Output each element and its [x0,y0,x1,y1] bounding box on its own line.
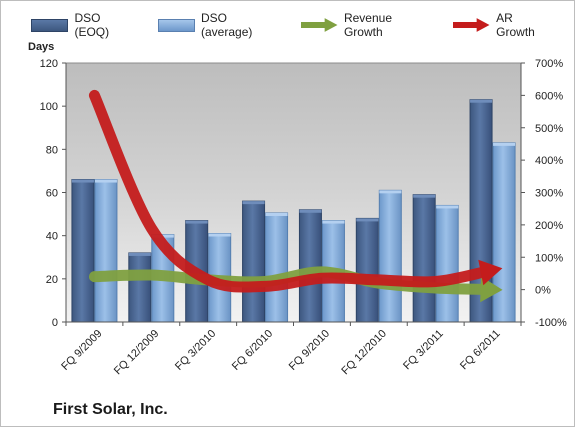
y2-tick-label: 400% [535,155,563,167]
y-tick-label: 20 [46,274,58,286]
y2-tick-label: 300% [535,188,563,200]
y2-tick-label: 700% [535,58,563,70]
bar-dso-average [94,179,118,323]
y-tick-label: 40 [46,231,58,243]
arrowhead-ar-growth [478,259,503,286]
bar-dso-average [265,212,289,323]
legend-item-dso-eoq: DSO (EOQ) [31,11,138,39]
bar-dso-eoq [412,194,436,323]
bar-dso-eoq [355,217,379,323]
x-tick-label: FQ 9/2009 [59,328,104,373]
bar-dso-eoq [71,179,95,323]
legend: DSO (EOQ) DSO (average) Revenue Growth A… [31,11,574,39]
bar-dso-average [378,189,402,323]
y2-tick-label: 0% [535,285,551,297]
y-tick-label: 0 [52,317,58,329]
bar-dso-average [492,142,516,323]
bar-dso-eoq [128,252,152,323]
legend-label-revenue-growth: Revenue Growth [343,11,393,39]
x-tick-label: FQ 12/2010 [339,328,389,378]
green-arrow-icon [300,18,337,32]
bar-dso-eoq [298,209,322,323]
y-tick-label: 80 [46,144,58,156]
red-arrow-icon [452,18,490,32]
x-tick-label: FQ 6/2010 [230,328,275,373]
legend-label-dso-eoq: DSO (EOQ) [74,11,110,39]
legend-swatch-dso-average [157,18,195,32]
y2-tick-label: 600% [535,90,563,102]
legend-item-dso-average: DSO (average) [157,11,281,39]
line-ar-growth [88,89,503,293]
legend-item-ar-growth: AR Growth [452,11,554,39]
y-tick-label: 120 [40,58,58,70]
x-tick-label: FQ 12/2009 [112,328,162,378]
y2-tick-label: 100% [535,252,563,264]
y2-tick-label: 500% [535,123,563,135]
x-tick-label: FQ 3/2011 [401,328,446,373]
y2-tick-label: -100% [535,317,567,329]
x-tick-label: FQ 3/2010 [173,328,218,373]
y-axis-title: Days [28,41,55,53]
chart-title: First Solar, Inc. [53,401,168,418]
y-tick-label: 100 [40,101,58,113]
bar-dso-eoq [242,200,266,323]
legend-label-dso-average: DSO (average) [201,11,253,39]
legend-swatch-dso-eoq [31,18,69,32]
y2-tick-label: 200% [535,220,563,232]
x-tick-label: FQ 6/2011 [458,328,503,373]
legend-item-revenue-growth: Revenue Growth [300,11,433,39]
x-tick-label: FQ 9/2010 [287,328,332,373]
bar-dso-average [435,204,459,323]
legend-label-ar-growth: AR Growth [496,11,535,39]
y-tick-label: 60 [46,188,58,200]
